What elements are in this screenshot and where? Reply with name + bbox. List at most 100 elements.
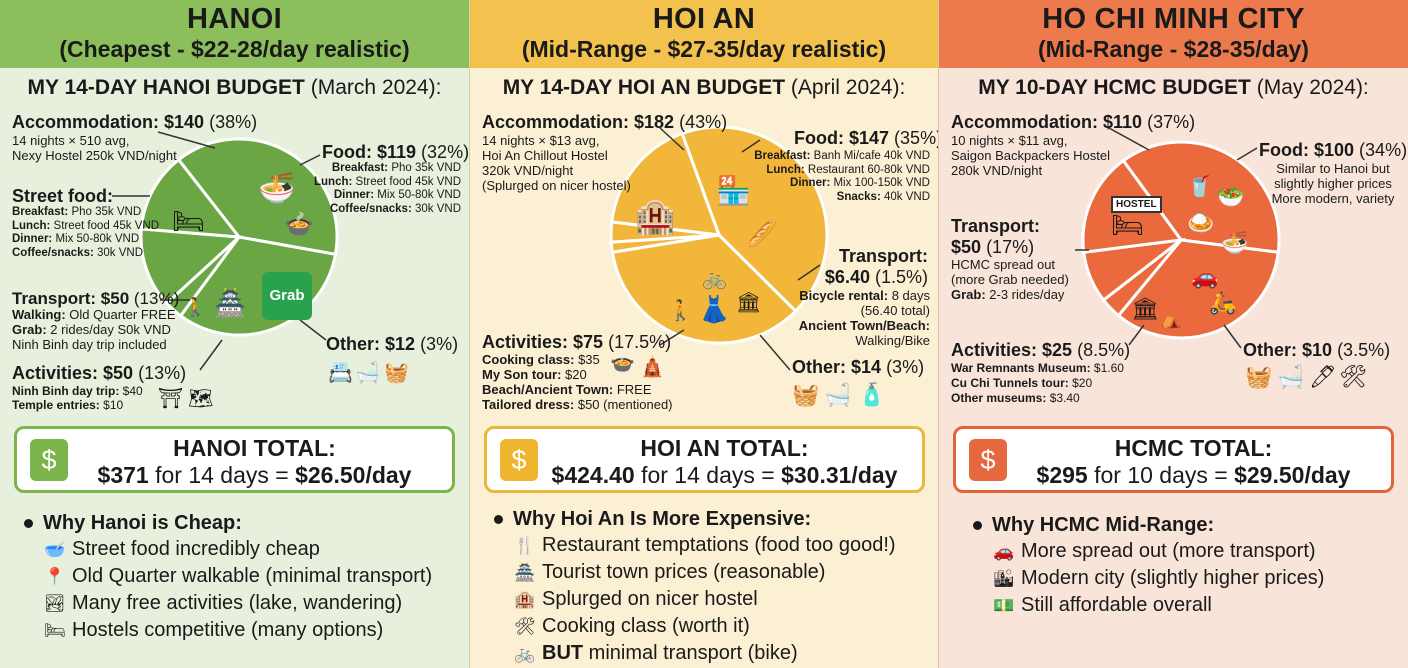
- hcmc-header: HO CHI MINH CITY (Mid-Range - $28-35/day…: [939, 0, 1408, 68]
- hanoi-total-title: HANOI TOTAL:: [173, 435, 336, 461]
- hostel-sign-icon: HOSTEL: [1111, 196, 1162, 213]
- hanoi-pie-slice-activities: [139, 227, 243, 306]
- hanoi-subtitle: (Cheapest - $22-28/day realistic): [59, 36, 410, 62]
- map-icon: 🗺: [188, 388, 214, 410]
- list-item: 🏞 Many free activities (lake, wandering): [24, 590, 432, 617]
- hanoi-food-detail: Breakfast: Pho 35k VND Lunch: Street foo…: [314, 162, 461, 215]
- hcmc-total-line: $295 for 10 days = $29.50/day: [1036, 462, 1351, 488]
- salad-icon: 🥗: [1217, 184, 1245, 209]
- hcmc-why-list: Why HCMC Mid-Range: 🚗 More spread out (mo…: [973, 512, 1324, 619]
- hoian-header: HOI AN (Mid-Range - $27-35/day realistic…: [470, 0, 938, 68]
- hostel-icon: 🏨: [514, 590, 536, 609]
- car-icon: 🚗: [993, 542, 1015, 561]
- bicycle-icon: 🚲: [514, 644, 536, 663]
- hoian-accommodation-detail: 14 nights × $13 avg, Hoi An Chillout Hos…: [482, 133, 631, 193]
- washing-machine-icon: 🧺: [792, 382, 820, 407]
- tank-icon: ⛺: [1161, 312, 1181, 329]
- temple-gate-icon: ⛩: [158, 388, 184, 410]
- grab-logo-icon: Grab: [262, 272, 312, 320]
- hoian-why-list: Why Hoi An Is More Expensive: 🍴 Restauran…: [494, 506, 896, 667]
- walking-icon: 🚶: [184, 297, 207, 317]
- bowl-icon: 🍜: [258, 172, 296, 205]
- hcmc-column: HO CHI MINH CITY (Mid-Range - $28-35/day…: [938, 0, 1408, 668]
- dress-icon: 👗: [698, 294, 731, 324]
- hoian-pie-chart: [609, 125, 829, 345]
- museum-icon: 🏛: [736, 292, 762, 314]
- noodle-icon: 🍜: [1221, 230, 1249, 255]
- map-pin-icon: 📍: [44, 567, 66, 586]
- hcmc-other-label: Other: $10 (3.5%): [1243, 340, 1391, 360]
- pen-icon: 🖊: [1309, 364, 1337, 389]
- hanoi-street-food-label: Street food:: [12, 186, 113, 206]
- food-dishes-icon: 🍲: [284, 211, 314, 238]
- money-icon: 💵: [993, 596, 1015, 615]
- hoian-activities-label: Activities: $75 (17.5%): [482, 332, 672, 352]
- hcmc-total-box: $ HCMC TOTAL: $295 for 10 days = $29.50/…: [953, 426, 1394, 493]
- car-icon: 🚗: [1191, 264, 1219, 289]
- bathtub-icon: 🛁: [355, 362, 380, 384]
- sandwich-icon: 🥖: [746, 218, 779, 248]
- list-item: 🏯 Tourist town prices (reasonable): [494, 559, 896, 586]
- list-item: 🏨 Splurged on nicer hostel: [494, 586, 896, 613]
- hcmc-accommodation-label: Accommodation: $110 (37%): [951, 112, 1196, 132]
- museum-icon: 🏛: [1131, 296, 1159, 321]
- hoian-activities-detail: Cooking class: $35 My Son tour: $20 Beac…: [482, 352, 673, 412]
- tools-icon: 🛠: [1339, 364, 1367, 389]
- temple-icon: 🏯: [514, 563, 536, 582]
- hanoi-transport-detail: Walking: Old Quarter FREE Grab: 2 rides/…: [12, 307, 176, 352]
- dollar-icon: $: [30, 439, 68, 481]
- washing-machine-icon: 🧺: [1245, 364, 1273, 389]
- list-item: 🚗 More spread out (more transport): [973, 538, 1324, 565]
- hcmc-accommodation-detail: 10 nights × $11 avg, Saigon Backpackers …: [951, 133, 1110, 178]
- hoian-total-title: HOI AN TOTAL:: [640, 435, 809, 461]
- list-item: 🏙 Modern city (slightly higher prices): [973, 565, 1324, 592]
- hanoi-activities-label: Activities: $50 (13%): [12, 363, 187, 383]
- tools-icon: 🛠: [514, 617, 536, 636]
- hanoi-column: HANOI (Cheapest - $22-28/day realistic) …: [0, 0, 469, 668]
- hanoi-accommodation-detail: 14 nights × 510 avg, Nexy Hostel 250k VND…: [12, 133, 177, 163]
- food-plate-icon: 🍛: [1187, 210, 1215, 235]
- list-item: 📍 Old Quarter walkable (minimal transport…: [24, 563, 432, 590]
- hcmc-city-title: HO CHI MINH CITY: [1042, 3, 1305, 35]
- hoian-pie-slice-accommodation: [680, 125, 829, 314]
- hcmc-total-title: HCMC TOTAL:: [1114, 435, 1273, 461]
- list-item: 🥣 Street food incredibly cheap: [24, 536, 432, 563]
- bed-icon: 🛏: [172, 206, 206, 236]
- hcmc-budget-title: MY 10-DAY HCMC BUDGET (May 2024):: [978, 76, 1369, 99]
- dollar-icon: $: [500, 439, 538, 481]
- hoian-pie-slice-food: [610, 233, 798, 345]
- cooking-pot-icon: 🍲: [610, 352, 635, 374]
- drink-icon: 🥤: [1187, 176, 1212, 198]
- hoian-city-title: HOI AN: [652, 3, 756, 35]
- temple-icon: 🛕: [640, 356, 665, 378]
- lake-icon: 🏞: [44, 594, 66, 613]
- bowl-icon: 🥣: [44, 540, 66, 559]
- hoian-transport-label: Transport: $6.40 (1.5%): [824, 246, 928, 287]
- hoian-why-title: Why Hoi An Is More Expensive:: [494, 506, 896, 532]
- list-item: 🚲 BUT minimal transport (bike): [494, 640, 896, 667]
- list-item: 🛠 Cooking class (worth it): [494, 613, 896, 640]
- hoian-subtitle: (Mid-Range - $27-35/day realistic): [521, 36, 887, 62]
- bicycle-icon: 🚲: [702, 268, 727, 290]
- list-item: 💵 Still affordable overall: [973, 592, 1324, 619]
- hcmc-food-detail: Similar to Hanoi but slightly higher pri…: [1271, 161, 1395, 206]
- sim-card-icon: 📇: [328, 362, 353, 384]
- hanoi-header: HANOI (Cheapest - $22-28/day realistic): [0, 0, 469, 68]
- hoian-food-label: Food: $147 (35%): [794, 128, 938, 148]
- shop-icon: 🏪: [716, 175, 751, 206]
- hcmc-subtitle: (Mid-Range - $28-35/day): [1038, 36, 1309, 62]
- hanoi-pie-chart: [139, 137, 339, 337]
- bed-icon: 🛏: [44, 621, 66, 640]
- city-icon: 🏙: [993, 569, 1015, 588]
- hanoi-activities-detail: Ninh Binh day trip: $40 Temple entries: …: [12, 384, 143, 412]
- hoian-total-box: $ HOI AN TOTAL: $424.40 for 14 days = $3…: [484, 426, 925, 493]
- bed-icon: 🛏: [1111, 210, 1145, 240]
- hotel-pool-icon: 🏨: [634, 198, 677, 236]
- hoian-accommodation-label: Accommodation: $182 (43%): [482, 112, 728, 132]
- hanoi-why-list: Why Hanoi is Cheap: 🥣 Street food incredi…: [24, 510, 432, 644]
- washing-machine-icon: 🧺: [384, 362, 409, 384]
- temple-icon: 🏯: [214, 288, 247, 318]
- hanoi-why-title: Why Hanoi is Cheap:: [24, 510, 432, 536]
- bathtub-icon: 🛁: [824, 382, 852, 407]
- hcmc-activities-detail: War Remnants Museum: $1.60 Cu Chi Tunnel…: [951, 361, 1124, 405]
